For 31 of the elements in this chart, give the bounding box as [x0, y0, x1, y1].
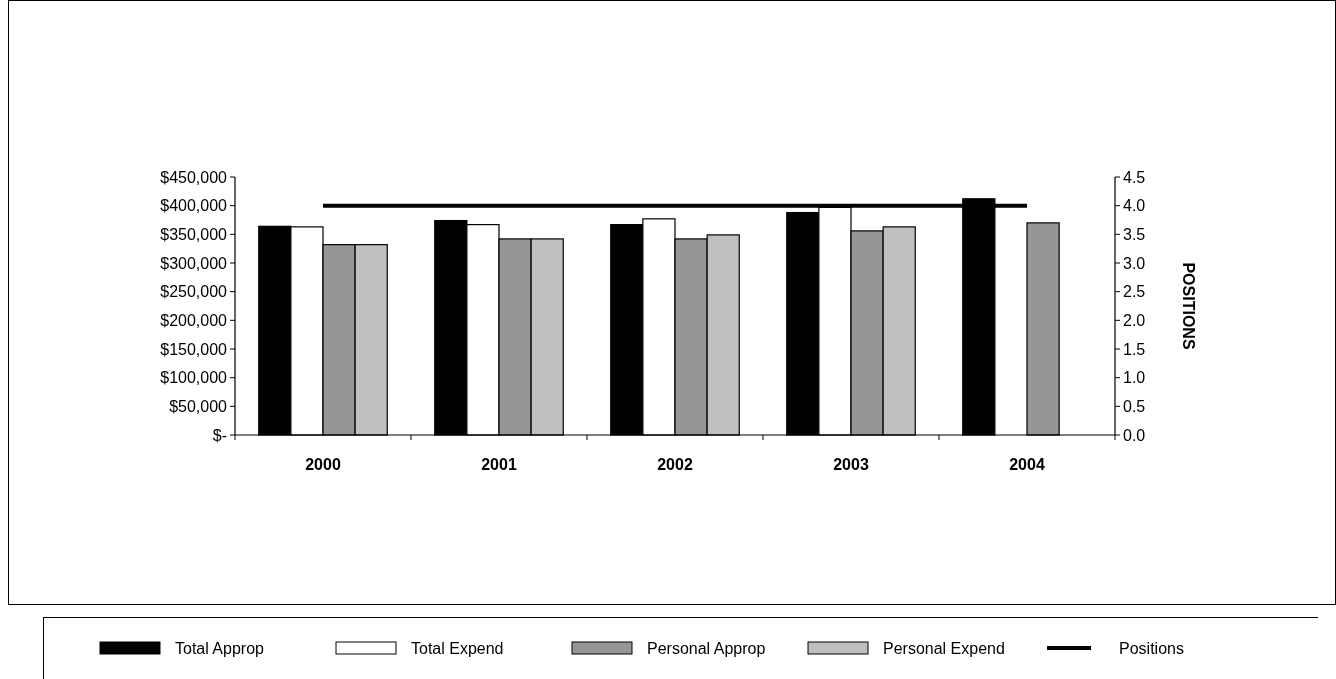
legend-label: Total Expend — [411, 639, 504, 657]
y-tick-label: $50,000 — [169, 397, 228, 415]
x-tick-label: 2003 — [833, 456, 869, 473]
x-tick-label: 2001 — [481, 456, 517, 473]
legend-label: Total Approp — [175, 639, 265, 657]
legend-label: Positions — [1119, 639, 1184, 657]
y2-tick-label: 4.5 — [1123, 168, 1146, 186]
y-tick-label: $200,000 — [160, 311, 228, 329]
y2-tick-label: 2.0 — [1123, 311, 1146, 329]
y-tick-label: $450,000 — [160, 168, 228, 186]
y2-tick-label: 1.0 — [1123, 369, 1146, 387]
y2-axis-title: POSITIONS — [1180, 262, 1197, 350]
y-tick-label: $250,000 — [160, 283, 228, 301]
y-tick-label: $150,000 — [160, 340, 228, 358]
y-tick-label: $100,000 — [160, 369, 228, 387]
x-tick-label: 2004 — [1009, 456, 1045, 473]
y2-tick-label: 1.5 — [1123, 340, 1146, 358]
x-tick-label: 2000 — [305, 456, 341, 473]
y2-tick-label: 3.0 — [1123, 254, 1146, 272]
y-tick-label: $400,000 — [160, 197, 228, 215]
y-tick-label: $350,000 — [160, 225, 228, 243]
x-tick-label: 2002 — [657, 456, 693, 473]
y-tick-label: $- — [212, 426, 227, 444]
y2-tick-label: 0.5 — [1123, 397, 1146, 415]
y2-tick-label: 4.0 — [1123, 197, 1146, 215]
legend-label: Personal Expend — [883, 639, 1005, 657]
y2-tick-label: 0.0 — [1123, 426, 1146, 444]
y2-tick-label: 3.5 — [1123, 225, 1146, 243]
legend-label: Personal Approp — [647, 639, 766, 657]
y2-tick-label: 2.5 — [1123, 283, 1146, 301]
y-tick-label: $300,000 — [160, 254, 228, 272]
